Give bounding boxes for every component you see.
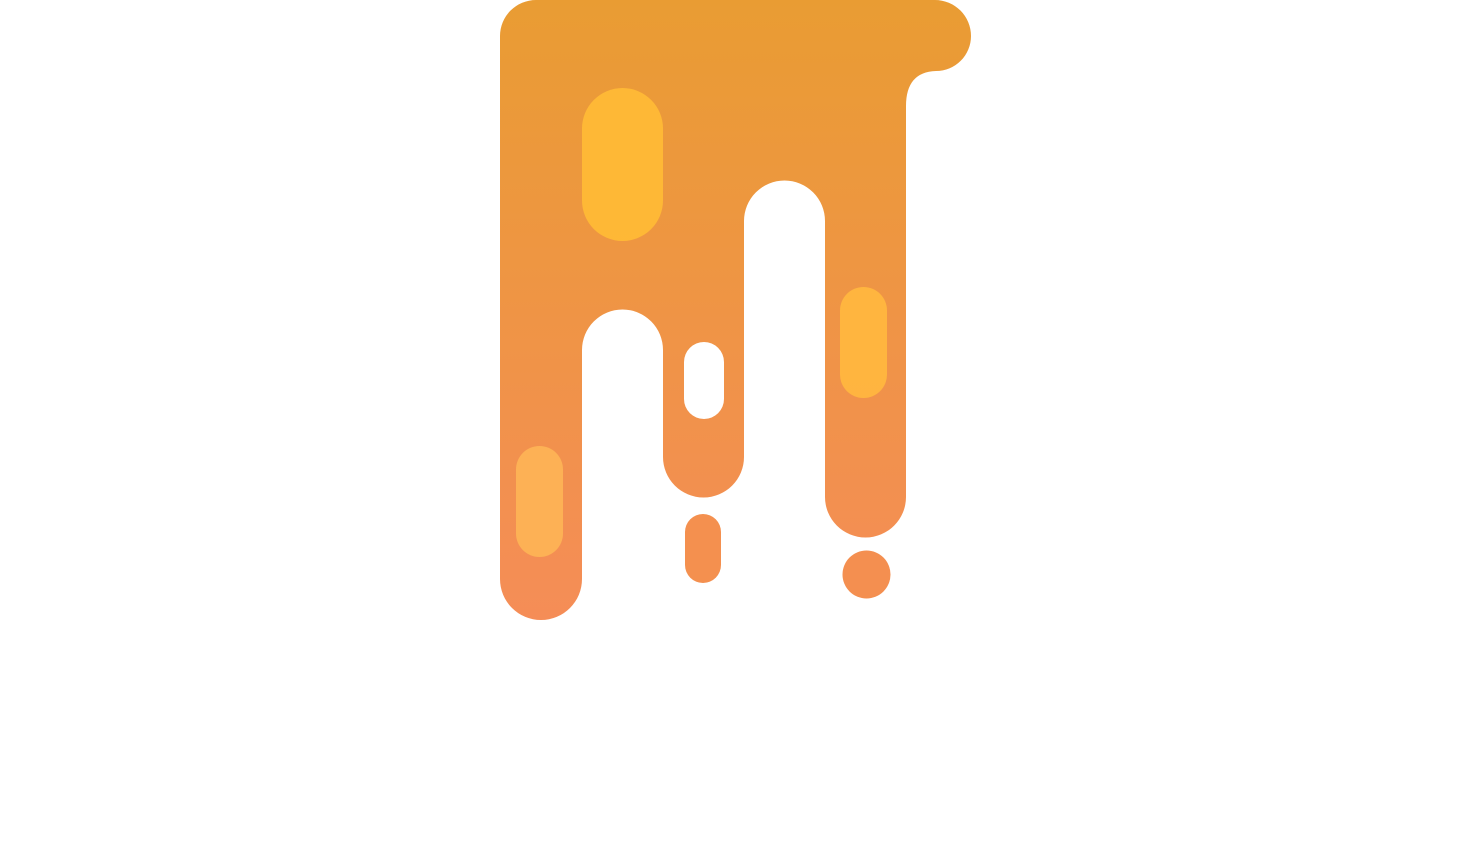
highlight-capsule-right xyxy=(840,287,887,398)
drip-body-shape xyxy=(500,0,971,620)
falling-drop-dot xyxy=(842,550,891,599)
highlight-capsule-top-left xyxy=(582,88,663,241)
highlight-capsule-bottom-left xyxy=(516,446,563,557)
falling-drop-capsule xyxy=(685,514,721,583)
drip-cutout-capsule xyxy=(684,342,724,419)
